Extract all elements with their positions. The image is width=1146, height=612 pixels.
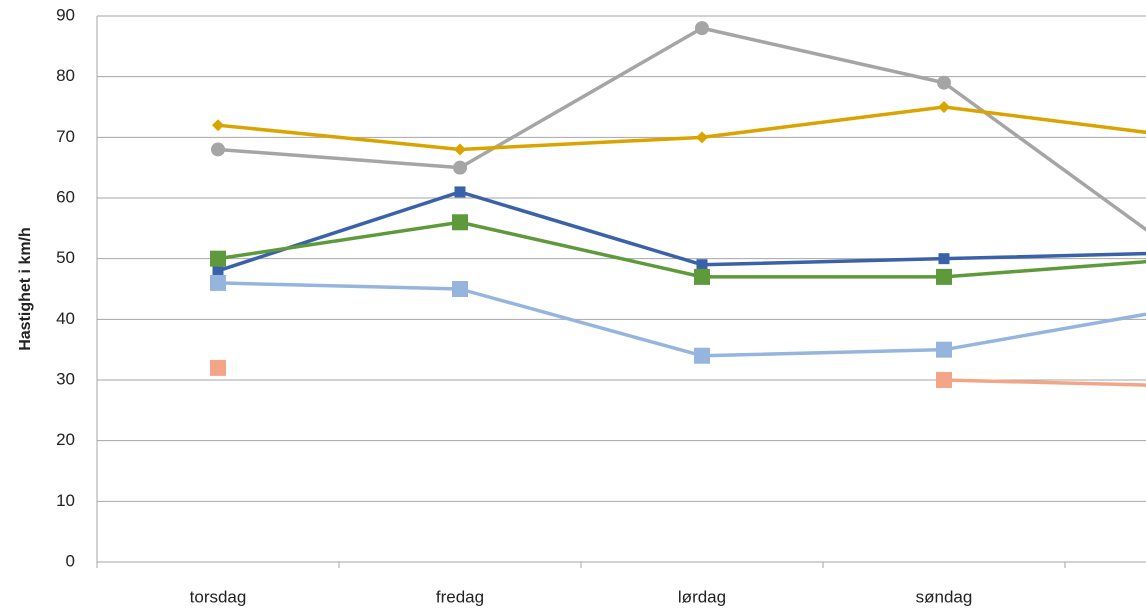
y-tick-label: 90 (56, 5, 75, 24)
marker (694, 347, 710, 364)
y-tick-label: 80 (56, 66, 75, 85)
series-line (217, 220, 1146, 279)
y-tick-label: 50 (56, 248, 75, 267)
y-tick-label: 0 (66, 551, 75, 570)
marker (453, 160, 467, 175)
marker (454, 186, 466, 198)
y-tick-label: 70 (56, 127, 75, 146)
marker (695, 21, 709, 36)
marker (212, 265, 224, 277)
series-line (943, 378, 1146, 387)
y-tick-label: 60 (56, 187, 75, 206)
marker (938, 101, 950, 113)
marker (936, 372, 952, 388)
x-tick-label: fredag (436, 587, 484, 606)
marker (210, 274, 226, 291)
marker (452, 214, 468, 231)
y-axis-title: Hastighet i km/h (17, 227, 34, 351)
marker (452, 281, 468, 297)
y-tick-label: 40 (56, 309, 75, 328)
marker (696, 131, 708, 144)
marker (210, 359, 226, 376)
y-tick-label: 10 (56, 491, 75, 510)
x-tick-label: torsdag (190, 587, 247, 606)
marker (937, 75, 951, 90)
y-tick-label: 20 (56, 430, 75, 449)
marker (210, 250, 226, 267)
y-tick-label: 30 (56, 369, 75, 388)
marker (938, 253, 950, 265)
marker (212, 119, 224, 132)
x-tick-label: søndag (916, 587, 973, 606)
marker (936, 268, 952, 285)
x-tick-label: lørdag (678, 587, 726, 606)
marker (694, 268, 710, 285)
marker (211, 142, 225, 157)
marker (936, 341, 952, 358)
marker (454, 143, 466, 156)
marker (696, 259, 708, 271)
